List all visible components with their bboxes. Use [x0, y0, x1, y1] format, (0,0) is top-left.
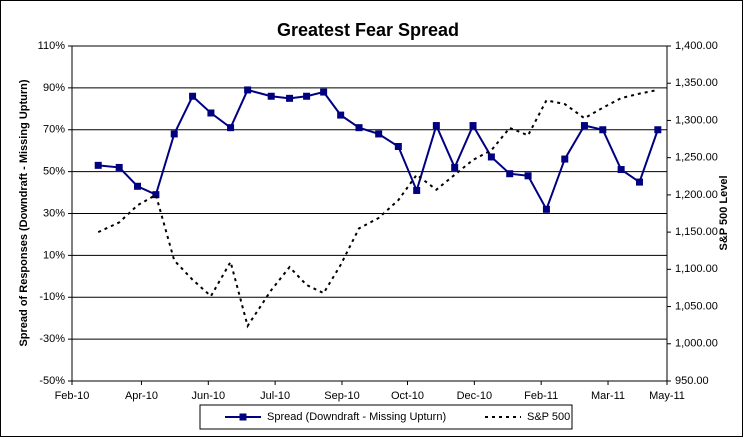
marker — [115, 163, 123, 171]
marker — [189, 92, 197, 100]
marker — [487, 153, 495, 161]
marker — [375, 130, 383, 138]
legend-box — [199, 404, 573, 430]
chart-title: Greatest Fear Spread — [277, 20, 459, 40]
marker — [94, 161, 102, 169]
x-tick-label: Mar-11 — [591, 390, 625, 402]
marker — [134, 182, 142, 190]
y2-tick-label: 1,400.00 — [675, 40, 718, 52]
x-tick-label: Apr-10 — [125, 390, 158, 402]
marker — [227, 124, 235, 132]
legend-label: Spread (Downdraft - Missing Upturn) — [267, 411, 446, 423]
y2-tick-label: 1,300.00 — [675, 114, 718, 126]
marker — [469, 122, 477, 130]
marker — [542, 205, 550, 213]
marker — [303, 92, 311, 100]
y2-tick-label: 1,250.00 — [675, 152, 718, 164]
x-tick-label: Jul-10 — [260, 390, 290, 402]
marker — [267, 92, 275, 100]
x-tick-label: Feb-10 — [55, 390, 90, 402]
legend-label: S&P 500 — [527, 411, 570, 423]
marker — [394, 143, 402, 150]
marker — [654, 126, 662, 134]
y-tick-label: -30% — [39, 333, 65, 345]
y2-tick-label: 1,350.00 — [675, 77, 718, 89]
marker — [432, 122, 440, 130]
y-tick-label: 110% — [38, 40, 66, 52]
marker — [286, 94, 294, 102]
marker — [355, 124, 363, 132]
y2-tick-label: 1,050.00 — [675, 300, 718, 312]
x-tick-label: Oct-10 — [391, 390, 424, 402]
marker — [506, 170, 514, 178]
y-tick-label: 50% — [43, 166, 65, 178]
marker — [320, 88, 328, 96]
y-tick-label: 10% — [43, 249, 65, 261]
y-tick-label: 90% — [43, 82, 65, 94]
marker — [451, 163, 459, 171]
y-tick-label: 70% — [43, 124, 65, 136]
marker — [337, 111, 345, 119]
y2-tick-label: 950.00 — [675, 375, 709, 387]
marker — [152, 191, 160, 199]
legend-marker — [239, 413, 247, 421]
marker — [580, 122, 588, 130]
x-tick-label: May-11 — [649, 390, 685, 402]
y2-tick-label: 1,100.00 — [675, 263, 718, 275]
y2-tick-label: 1,200.00 — [675, 189, 718, 201]
marker — [170, 130, 178, 138]
x-tick-label: Sep-10 — [324, 390, 359, 402]
x-tick-label: Jun-10 — [191, 390, 225, 402]
marker — [524, 172, 532, 180]
marker — [635, 178, 643, 186]
marker — [599, 126, 607, 134]
y2-tick-label: 1,150.00 — [675, 226, 718, 238]
marker — [617, 166, 625, 174]
marker — [207, 109, 215, 117]
y2-axis-label: S&P 500 Level — [718, 175, 730, 250]
y-tick-label: 30% — [43, 207, 65, 219]
y-axis-label: Spread of Responses (Downdraft - Missing… — [18, 79, 30, 346]
marker — [244, 86, 252, 94]
x-tick-label: Feb-11 — [524, 390, 558, 402]
x-tick-label: Dec-10 — [457, 390, 492, 402]
y2-tick-label: 1,000.00 — [675, 338, 718, 350]
y-tick-label: -50% — [39, 375, 65, 387]
marker — [413, 186, 421, 194]
y-tick-label: -10% — [39, 291, 65, 303]
marker — [561, 155, 569, 163]
sp500-line — [97, 88, 659, 329]
